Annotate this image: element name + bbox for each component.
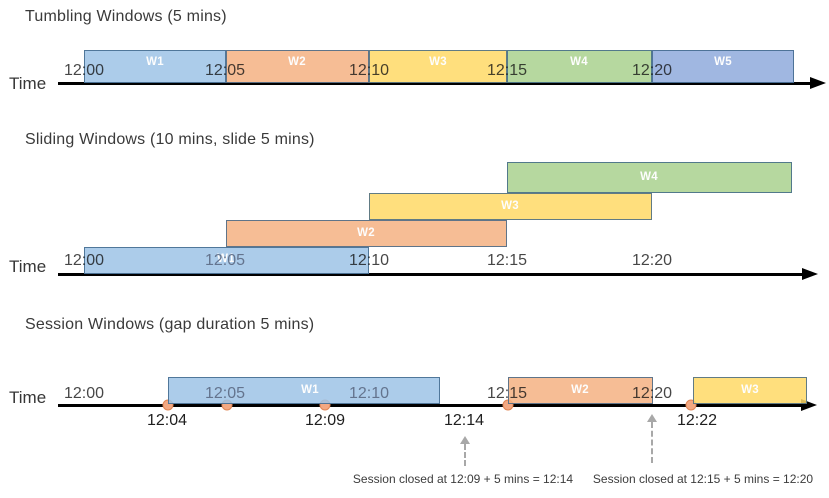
section-title-sliding: Sliding Windows (10 mins, slide 5 mins) xyxy=(25,131,315,148)
window-label: W5 xyxy=(714,56,732,68)
window-box-w3 xyxy=(693,377,807,404)
window-box-w4 xyxy=(507,162,792,193)
event-dot xyxy=(685,399,697,411)
window-label: W4 xyxy=(570,56,588,68)
time-axis-label: Time xyxy=(9,257,47,276)
tick-label: 12:15 xyxy=(486,62,528,79)
event-time-label: 12:14 xyxy=(443,412,485,429)
tick-label: 12:00 xyxy=(63,385,105,402)
session-close-arrowhead xyxy=(460,436,470,444)
window-label: W2 xyxy=(571,384,589,396)
timeline xyxy=(58,403,801,407)
timeline xyxy=(58,272,802,276)
window-box-w1 xyxy=(84,50,226,83)
window-box-w2 xyxy=(226,220,507,247)
time-axis-label: Time xyxy=(9,74,47,93)
timeline-arrowhead xyxy=(802,268,818,280)
window-box-w3 xyxy=(369,50,507,83)
session-close-arrowhead xyxy=(647,414,657,422)
session-close-note: Session closed at 12:09 + 5 mins = 12:14 xyxy=(352,472,574,486)
tick-label: 12:20 xyxy=(631,252,673,269)
tick-label: 12:15 xyxy=(486,252,528,269)
tick-label: 12:05 xyxy=(204,385,246,402)
tick-label: 12:20 xyxy=(631,62,673,79)
window-label: W1 xyxy=(217,253,235,265)
window-box-w5 xyxy=(652,50,794,83)
timeline-arrowhead xyxy=(810,77,826,89)
tick-label: 12:10 xyxy=(348,385,390,402)
session-close-note: Session closed at 12:15 + 5 mins = 12:20 xyxy=(592,472,814,486)
window-box-w2 xyxy=(226,50,369,83)
tick-label: 12:00 xyxy=(63,62,105,79)
tick-label: 12:05 xyxy=(204,252,246,269)
tick-label: 12:10 xyxy=(348,62,390,79)
window-box-w4 xyxy=(507,50,652,83)
event-time-label: 12:09 xyxy=(304,412,346,429)
window-label: W4 xyxy=(640,171,658,183)
session-close-arrow xyxy=(651,422,653,463)
window-box-w2 xyxy=(508,377,653,404)
window-box-w1 xyxy=(84,247,369,274)
tick-label: 12:15 xyxy=(486,385,528,402)
window-label: W3 xyxy=(501,200,519,212)
timeline xyxy=(58,81,810,85)
tick-label: 12:10 xyxy=(348,252,390,269)
window-label: W3 xyxy=(741,384,759,396)
window-label: W1 xyxy=(301,384,319,396)
window-label: W3 xyxy=(429,56,447,68)
tick-label: 12:00 xyxy=(63,252,105,269)
tick-label: 12:20 xyxy=(631,385,673,402)
event-time-label: 12:04 xyxy=(146,412,188,429)
tick-label: 12:05 xyxy=(204,62,246,79)
session-close-arrow xyxy=(464,444,466,466)
time-axis-label: Time xyxy=(9,388,47,407)
window-box-w1 xyxy=(168,377,440,404)
window-box-w3 xyxy=(369,193,652,220)
section-title-session: Session Windows (gap duration 5 mins) xyxy=(25,316,315,333)
window-label: W1 xyxy=(146,56,164,68)
window-label: W2 xyxy=(288,56,306,68)
event-time-label: 12:22 xyxy=(676,412,718,429)
section-title-tumbling: Tumbling Windows (5 mins) xyxy=(25,8,227,25)
window-label: W2 xyxy=(357,227,375,239)
